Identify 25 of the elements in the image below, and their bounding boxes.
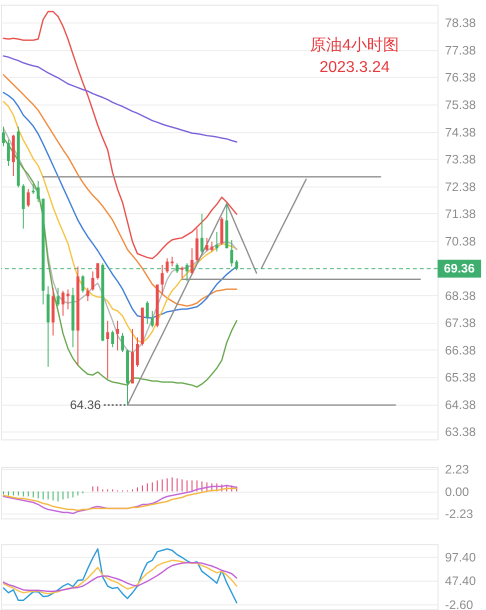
y-tick-label: 68.38 xyxy=(445,288,476,303)
y-tick-label: 47.40 xyxy=(445,574,476,588)
y-tick-label: 66.38 xyxy=(445,343,476,358)
text: 原油4小时图 xyxy=(310,36,400,54)
y-tick-label: 73.38 xyxy=(445,152,476,167)
annotation: 64.36 xyxy=(70,398,101,412)
y-tick-label: 65.38 xyxy=(445,370,476,385)
y-tick-label: 97.40 xyxy=(445,550,476,564)
y-tick-label: 70.38 xyxy=(445,234,476,248)
y-tick-label: 0.00 xyxy=(445,484,470,499)
y-tick-label: 2.23 xyxy=(445,462,470,476)
y-tick-label: 67.38 xyxy=(445,316,476,330)
y-tick-label: -2.23 xyxy=(445,507,474,522)
y-tick-label: 76.38 xyxy=(445,70,476,85)
y-tick-label: 77.38 xyxy=(445,43,476,58)
text: 2023.3.24 xyxy=(319,58,390,76)
y-tick-label: 71.38 xyxy=(445,207,476,222)
y-tick-label: -2.60 xyxy=(445,598,474,610)
y-tick-label: 72.38 xyxy=(445,180,476,194)
y-tick-label: 75.38 xyxy=(445,98,476,112)
ref-line-label: 69.36 xyxy=(444,262,475,276)
y-tick-label: 64.38 xyxy=(445,398,476,412)
y-tick-label: 78.38 xyxy=(445,16,476,30)
y-tick-label: 74.38 xyxy=(445,125,476,140)
y-tick-label: 63.38 xyxy=(445,425,476,440)
